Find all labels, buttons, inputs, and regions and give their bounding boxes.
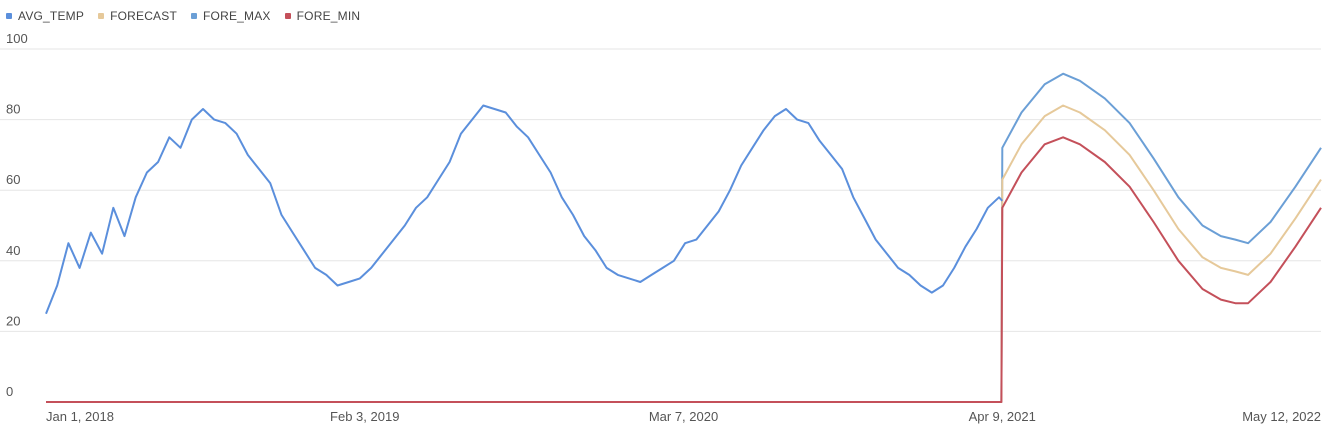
y-tick-label: 80	[6, 102, 20, 117]
y-tick-label: 60	[6, 172, 20, 187]
legend-item-forecast[interactable]: FORECAST	[98, 9, 177, 23]
legend-item-avg-temp[interactable]: AVG_TEMP	[6, 9, 84, 23]
legend-item-fore-min[interactable]: FORE_MIN	[284, 9, 361, 23]
series-line-fore-min	[46, 136, 1322, 403]
x-tick-label: May 12, 2022	[1242, 409, 1321, 424]
x-tick-label: Feb 3, 2019	[330, 409, 399, 424]
x-tick-label: Apr 9, 2021	[969, 409, 1036, 424]
legend-label: FORE_MIN	[296, 9, 361, 23]
y-tick-label: 0	[6, 384, 13, 399]
y-tick-label: 100	[6, 31, 28, 46]
legend-swatch-icon	[98, 13, 105, 19]
legend-swatch-icon	[6, 13, 12, 19]
legend-swatch-icon	[284, 13, 291, 19]
y-tick-label: 40	[6, 243, 20, 258]
legend-label: FORE_MAX	[203, 9, 271, 23]
x-tick-label: Jan 1, 2018	[46, 409, 114, 424]
legend-label: AVG_TEMP	[18, 9, 85, 23]
y-tick-label: 20	[6, 313, 20, 328]
legend-item-fore-max[interactable]: FORE_MAX	[191, 9, 271, 23]
series-line-avg-temp	[45, 104, 1004, 315]
series-line-forecast	[46, 104, 1322, 403]
series-line-fore-max	[46, 72, 1322, 403]
legend-swatch-icon	[191, 13, 198, 19]
x-tick-label: Mar 7, 2020	[649, 409, 718, 424]
legend-label: FORECAST	[110, 9, 178, 23]
legend: AVG_TEMP FORECAST FORE_MAX FORE_MIN	[6, 9, 360, 23]
